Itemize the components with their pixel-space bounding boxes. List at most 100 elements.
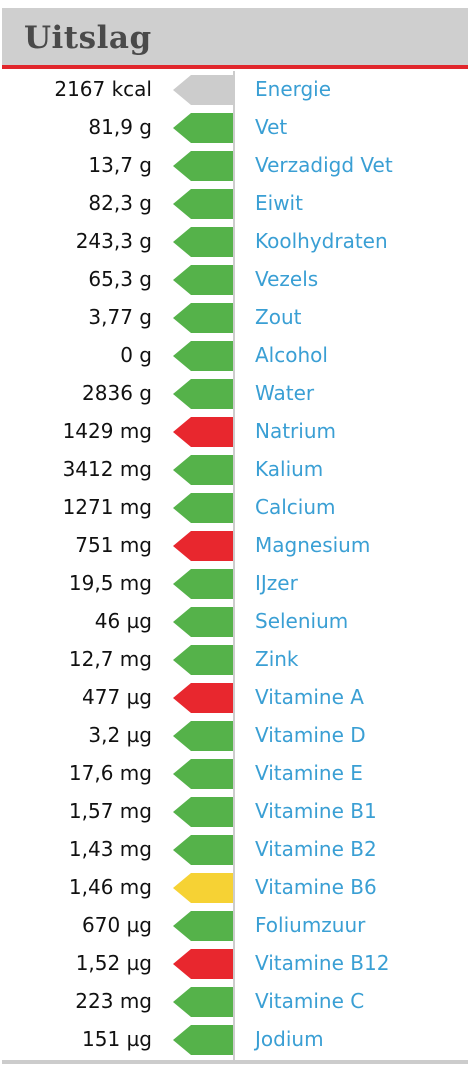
nutrient-link[interactable]: Vitamine B12 <box>255 951 390 975</box>
nutrient-value: 0 g <box>120 343 152 367</box>
status-indicator-green <box>173 1025 233 1055</box>
nutrient-row: 151 µg Jodium <box>0 1021 468 1059</box>
nutrient-value: 82,3 g <box>88 191 152 215</box>
nutrient-row: 1,52 µg Vitamine B12 <box>0 945 468 983</box>
nutrient-row: 82,3 g Eiwit <box>0 185 468 223</box>
nutrient-link[interactable]: Energie <box>255 77 332 101</box>
status-indicator-green <box>173 227 233 257</box>
nutrient-link[interactable]: Vitamine B1 <box>255 799 377 823</box>
nutrient-value: 1,57 mg <box>68 799 152 823</box>
nutrient-link[interactable]: Vitamine A <box>255 685 364 709</box>
nutrient-link[interactable]: IJzer <box>255 571 298 595</box>
bottom-divider <box>2 1060 468 1064</box>
nutrient-row: 12,7 mg Zink <box>0 641 468 679</box>
nutrient-row: 3,77 g Zout <box>0 299 468 337</box>
status-indicator-green <box>173 987 233 1017</box>
status-indicator-green <box>173 189 233 219</box>
status-indicator-yellow <box>173 873 233 903</box>
nutrient-link[interactable]: Water <box>255 381 315 405</box>
status-indicator-red <box>173 949 233 979</box>
nutrient-row: 670 µg Foliumzuur <box>0 907 468 945</box>
nutrient-link[interactable]: Verzadigd Vet <box>255 153 393 177</box>
nutrient-link[interactable]: Foliumzuur <box>255 913 366 937</box>
nutrient-row: 3412 mg Kalium <box>0 451 468 489</box>
nutrient-value: 477 µg <box>82 685 152 709</box>
nutrient-value: 151 µg <box>82 1027 152 1051</box>
status-indicator-green <box>173 455 233 485</box>
nutrient-row: 243,3 g Koolhydraten <box>0 223 468 261</box>
status-indicator-green <box>173 569 233 599</box>
nutrient-value: 17,6 mg <box>68 761 152 785</box>
nutrient-value: 1,46 mg <box>68 875 152 899</box>
nutrient-link[interactable]: Vezels <box>255 267 319 291</box>
nutrient-value: 12,7 mg <box>68 647 152 671</box>
header-title: Uitslag <box>24 20 152 56</box>
nutrient-link[interactable]: Alcohol <box>255 343 328 367</box>
nutrient-value: 670 µg <box>82 913 152 937</box>
status-indicator-green <box>173 151 233 181</box>
nutrient-row: 1429 mg Natrium <box>0 413 468 451</box>
status-indicator-green <box>173 265 233 295</box>
nutrient-row: 2836 g Water <box>0 375 468 413</box>
status-indicator-green <box>173 835 233 865</box>
status-indicator-red <box>173 683 233 713</box>
status-indicator-green <box>173 759 233 789</box>
nutrient-link[interactable]: Koolhydraten <box>255 229 388 253</box>
nutrient-link[interactable]: Zink <box>255 647 299 671</box>
nutrient-row: 3,2 µg Vitamine D <box>0 717 468 755</box>
nutrient-row: 17,6 mg Vitamine E <box>0 755 468 793</box>
nutrient-value: 65,3 g <box>88 267 152 291</box>
status-indicator-green <box>173 113 233 143</box>
nutrient-value: 19,5 mg <box>68 571 152 595</box>
nutrient-value: 46 µg <box>94 609 152 633</box>
results-header: Uitslag <box>2 8 468 69</box>
nutrient-link[interactable]: Magnesium <box>255 533 371 557</box>
nutrient-value: 1271 mg <box>62 495 152 519</box>
status-indicator-green <box>173 341 233 371</box>
status-indicator-green <box>173 379 233 409</box>
nutrient-value: 3,2 µg <box>88 723 152 747</box>
nutrient-row: 65,3 g Vezels <box>0 261 468 299</box>
status-indicator-green <box>173 911 233 941</box>
nutrient-link[interactable]: Kalium <box>255 457 324 481</box>
nutrient-row: 1,57 mg Vitamine B1 <box>0 793 468 831</box>
nutrient-value: 3,77 g <box>88 305 152 329</box>
nutrient-row: 1,43 mg Vitamine B2 <box>0 831 468 869</box>
nutrient-link[interactable]: Vitamine B6 <box>255 875 377 899</box>
nutrient-row: 2167 kcal Energie <box>0 71 468 109</box>
nutrient-link[interactable]: Vitamine E <box>255 761 363 785</box>
nutrient-link[interactable]: Eiwit <box>255 191 303 215</box>
nutrient-value: 243,3 g <box>75 229 152 253</box>
nutrient-link[interactable]: Vitamine D <box>255 723 366 747</box>
nutrient-value: 1,43 mg <box>68 837 152 861</box>
nutrient-row: 13,7 g Verzadigd Vet <box>0 147 468 185</box>
nutrient-link[interactable]: Zout <box>255 305 302 329</box>
nutrient-value: 13,7 g <box>88 153 152 177</box>
nutrient-value: 1429 mg <box>62 419 152 443</box>
nutrient-value: 2836 g <box>82 381 152 405</box>
nutrient-link[interactable]: Vitamine C <box>255 989 365 1013</box>
status-indicator-green <box>173 607 233 637</box>
nutrient-link[interactable]: Jodium <box>255 1027 324 1051</box>
column-divider <box>233 71 235 1062</box>
nutrient-link[interactable]: Selenium <box>255 609 349 633</box>
status-indicator-green <box>173 721 233 751</box>
nutrient-value: 81,9 g <box>88 115 152 139</box>
nutrient-link[interactable]: Natrium <box>255 419 336 443</box>
nutrient-value: 1,52 µg <box>75 951 152 975</box>
nutrient-row: 477 µg Vitamine A <box>0 679 468 717</box>
status-indicator-green <box>173 797 233 827</box>
nutrient-link[interactable]: Vitamine B2 <box>255 837 377 861</box>
nutrient-link[interactable]: Calcium <box>255 495 336 519</box>
nutrient-link[interactable]: Vet <box>255 115 288 139</box>
status-indicator-red <box>173 417 233 447</box>
nutrient-row: 223 mg Vitamine C <box>0 983 468 1021</box>
nutrient-row: 81,9 g Vet <box>0 109 468 147</box>
nutrient-row: 0 g Alcohol <box>0 337 468 375</box>
nutrient-row: 751 mg Magnesium <box>0 527 468 565</box>
status-indicator-green <box>173 493 233 523</box>
nutrient-value: 2167 kcal <box>54 77 152 101</box>
status-indicator-gray <box>173 75 233 105</box>
status-indicator-red <box>173 531 233 561</box>
